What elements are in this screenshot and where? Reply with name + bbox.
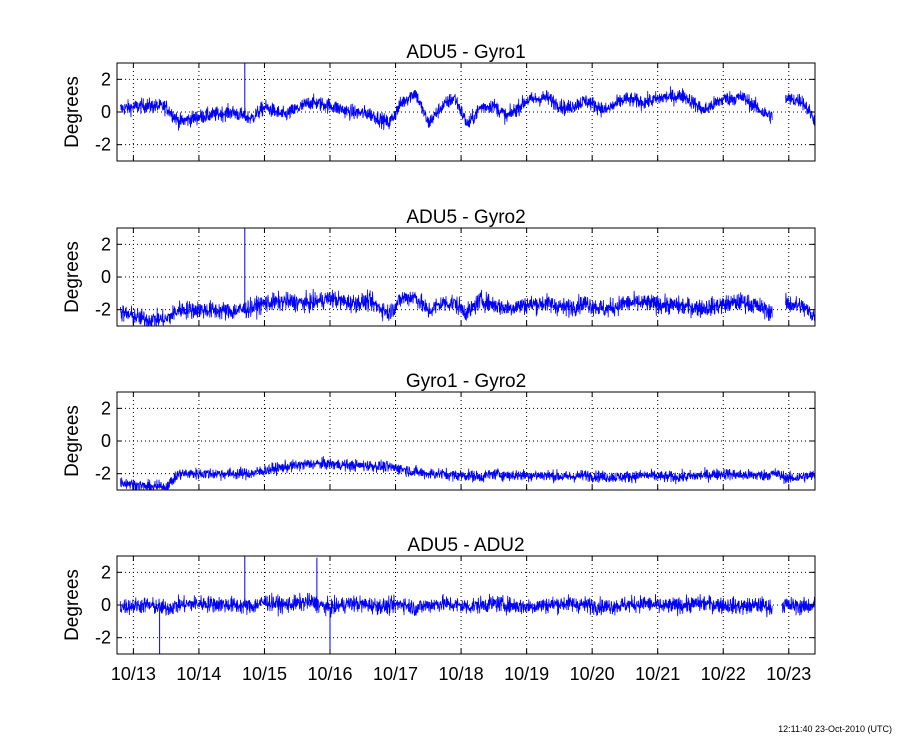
y-axis-label: Degrees <box>62 241 83 313</box>
y-tick-label: 0 <box>101 267 111 287</box>
y-axis-label: Degrees <box>62 405 83 477</box>
x-tick-label: 10/21 <box>635 664 680 684</box>
y-tick-label: -2 <box>95 628 111 648</box>
data-trace <box>119 456 816 491</box>
chart-panel-4: -2 0 2 ADU5 - ADU2 Degrees 10/13 10/14 10/15 10/… <box>62 535 816 684</box>
chart-panel-2: -2 0 2 ADU5 - Gyro2 Degrees <box>62 207 816 328</box>
y-tick-label: 2 <box>101 562 111 582</box>
y-tick-label: -2 <box>95 300 111 320</box>
panel-title: ADU5 - Gyro1 <box>406 42 525 63</box>
x-tick-label: 10/19 <box>504 664 549 684</box>
x-tick-label: 10/23 <box>766 664 811 684</box>
x-tick-label: 10/22 <box>701 664 746 684</box>
x-tick-label: 10/18 <box>439 664 484 684</box>
data-trace <box>119 592 816 618</box>
data-trace <box>119 86 816 131</box>
y-axis-label: Degrees <box>62 76 83 148</box>
panel-title: Gyro1 - Gyro2 <box>406 371 526 392</box>
chart-panel-1: -2 0 2 ADU5 - Gyro1 Degrees <box>62 42 816 162</box>
y-axis-label: Degrees <box>62 569 83 641</box>
y-tick-label: 0 <box>101 102 111 122</box>
data-trace <box>119 288 816 328</box>
y-tick-label: -2 <box>95 464 111 484</box>
y-tick-label: 0 <box>101 595 111 615</box>
y-tick-label: 2 <box>101 398 111 418</box>
chart-panel-3: -2 0 2 Gyro1 - Gyro2 Degrees <box>62 371 816 491</box>
timestamp-label: 12:11:40 23-Oct-2010 (UTC) <box>778 724 892 734</box>
y-tick-label: 2 <box>101 69 111 89</box>
x-tick-label: 10/14 <box>176 664 221 684</box>
y-tick-label: 2 <box>101 234 111 254</box>
y-tick-label: 0 <box>101 431 111 451</box>
x-tick-label: 10/15 <box>242 664 287 684</box>
panel-title: ADU5 - Gyro2 <box>406 207 525 228</box>
x-tick-label: 10/13 <box>111 664 156 684</box>
y-tick-label: -2 <box>95 135 111 155</box>
x-tick-label: 10/17 <box>373 664 418 684</box>
panel-title: ADU5 - ADU2 <box>407 535 524 556</box>
x-tick-label: 10/16 <box>307 664 352 684</box>
x-tick-label: 10/20 <box>570 664 615 684</box>
